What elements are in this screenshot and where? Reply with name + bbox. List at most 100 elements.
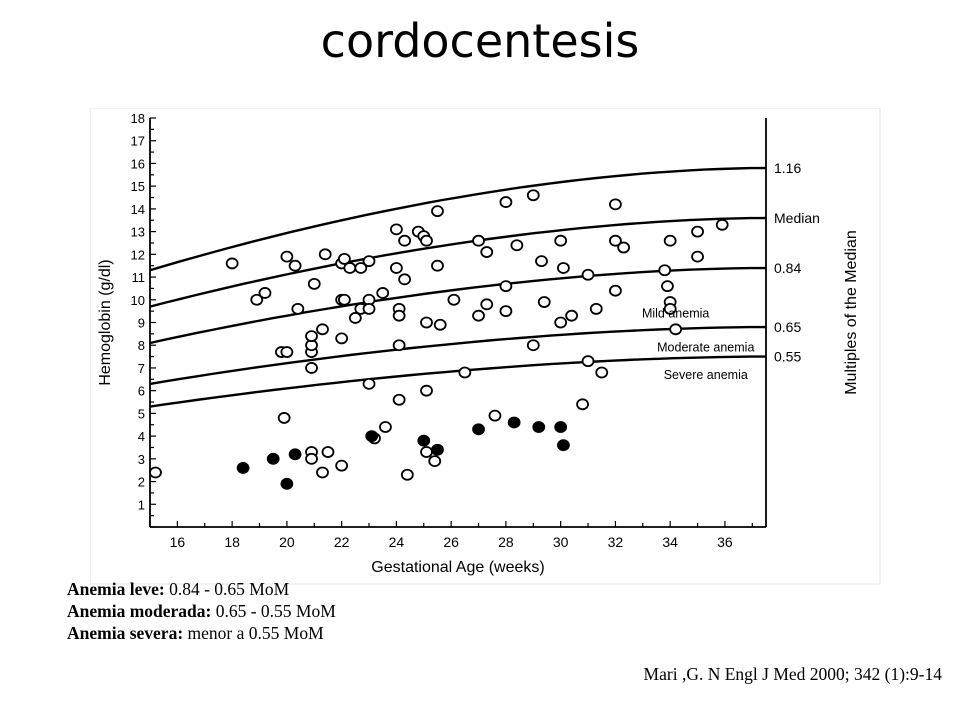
note-row-moderada: Anemia moderada: 0.65 - 0.55 MoM	[67, 601, 336, 621]
x-tick-label: 22	[334, 534, 350, 550]
anemia-zone-label: Severe anemia	[664, 368, 748, 382]
mom-curve	[149, 216, 767, 308]
open-data-point	[398, 273, 412, 286]
open-data-point	[420, 446, 433, 458]
filled-data-point	[431, 443, 444, 456]
open-data-point	[669, 323, 683, 336]
mom-curve	[149, 355, 766, 408]
open-data-point	[691, 225, 704, 238]
open-data-point	[354, 262, 368, 274]
open-data-point	[431, 259, 444, 272]
y-tick-label: 2	[138, 475, 145, 490]
open-data-point	[291, 302, 305, 315]
open-data-point	[392, 393, 406, 406]
x-tick-label: 32	[608, 534, 624, 550]
open-data-point	[581, 355, 595, 368]
open-data-point	[609, 234, 622, 247]
open-data-point	[362, 255, 376, 268]
y-tick-label: 15	[131, 179, 145, 194]
note-row-leve: Anemia leve: 0.84 - 0.65 MoM	[67, 579, 290, 599]
open-data-point	[526, 189, 540, 202]
x-tick-label: 30	[553, 534, 569, 550]
open-data-point	[595, 366, 609, 379]
open-data-point	[661, 280, 674, 293]
open-data-point	[499, 280, 513, 293]
citation: Mari ,G. N Engl J Med 2000; 342 (1):9-14	[643, 664, 942, 684]
open-data-point	[537, 296, 551, 308]
open-data-point	[576, 398, 589, 411]
mom-curve	[149, 166, 767, 272]
open-data-point	[663, 302, 677, 315]
open-data-point	[557, 262, 570, 274]
open-data-point	[715, 218, 729, 231]
open-data-point	[589, 302, 603, 315]
anemia-notes: Anemia leve: 0.84 - 0.65 MoM Anemia mode…	[67, 578, 336, 644]
y-tick-label: 10	[131, 293, 145, 308]
open-data-point	[316, 466, 329, 479]
y-tick-label: 14	[131, 202, 145, 217]
open-data-point	[458, 366, 472, 379]
y-tick-label: 4	[138, 429, 145, 444]
y-tick-label: 17	[131, 134, 145, 149]
filled-data-point	[557, 439, 570, 452]
mom-curve-label: 0.55	[774, 349, 801, 365]
open-data-point	[499, 196, 513, 208]
open-data-point	[379, 421, 392, 433]
open-data-point	[433, 318, 447, 331]
open-data-point	[392, 339, 406, 352]
open-data-point	[510, 239, 524, 252]
open-data-point	[392, 309, 406, 322]
open-data-point	[431, 205, 444, 218]
y-tick-label: 16	[131, 156, 145, 171]
open-data-point	[362, 302, 376, 315]
filled-data-point	[266, 452, 280, 465]
open-data-point	[337, 293, 351, 306]
open-data-point	[389, 223, 403, 236]
y-tick-label: 7	[138, 361, 145, 376]
open-data-point	[581, 268, 595, 281]
open-data-point	[658, 264, 672, 277]
open-data-point	[480, 246, 494, 258]
open-data-point	[499, 305, 513, 318]
mom-curve-label: 1.16	[774, 160, 801, 176]
open-data-point	[321, 446, 335, 458]
open-data-point	[280, 346, 294, 358]
open-data-point	[691, 250, 704, 263]
open-data-point	[149, 466, 162, 479]
x-tick-label: 18	[224, 534, 240, 550]
open-data-point	[609, 284, 622, 297]
open-data-point	[480, 298, 494, 311]
open-data-point	[488, 409, 502, 422]
open-data-point	[318, 248, 332, 261]
x-tick-label: 24	[389, 534, 405, 550]
y-tick-label: 12	[131, 247, 145, 262]
open-data-point	[526, 339, 540, 352]
open-data-point	[400, 468, 414, 481]
open-data-point	[398, 234, 412, 247]
open-data-point	[307, 277, 321, 290]
open-data-point	[554, 316, 568, 329]
open-data-point	[280, 250, 294, 263]
open-data-point	[316, 323, 329, 336]
y-tick-label: 9	[138, 316, 145, 331]
filled-data-point	[280, 477, 294, 490]
anemia-zone-label: Moderate anemia	[657, 340, 754, 354]
open-data-point	[335, 459, 349, 472]
filled-data-point	[507, 416, 521, 429]
filled-data-point	[532, 421, 546, 433]
open-data-point	[617, 241, 631, 254]
open-data-point	[305, 330, 318, 343]
open-data-point	[376, 287, 390, 299]
open-data-point	[420, 384, 433, 397]
filled-data-point	[417, 434, 431, 447]
y-tick-label: 1	[138, 497, 145, 512]
y-tick-label: 11	[132, 270, 146, 285]
x-tick-label: 16	[170, 534, 186, 550]
open-data-point	[420, 316, 433, 329]
open-data-point	[472, 309, 485, 322]
open-data-point	[305, 362, 318, 374]
open-data-point	[609, 198, 622, 211]
open-data-point	[343, 262, 357, 274]
x-tick-label: 26	[443, 534, 459, 550]
